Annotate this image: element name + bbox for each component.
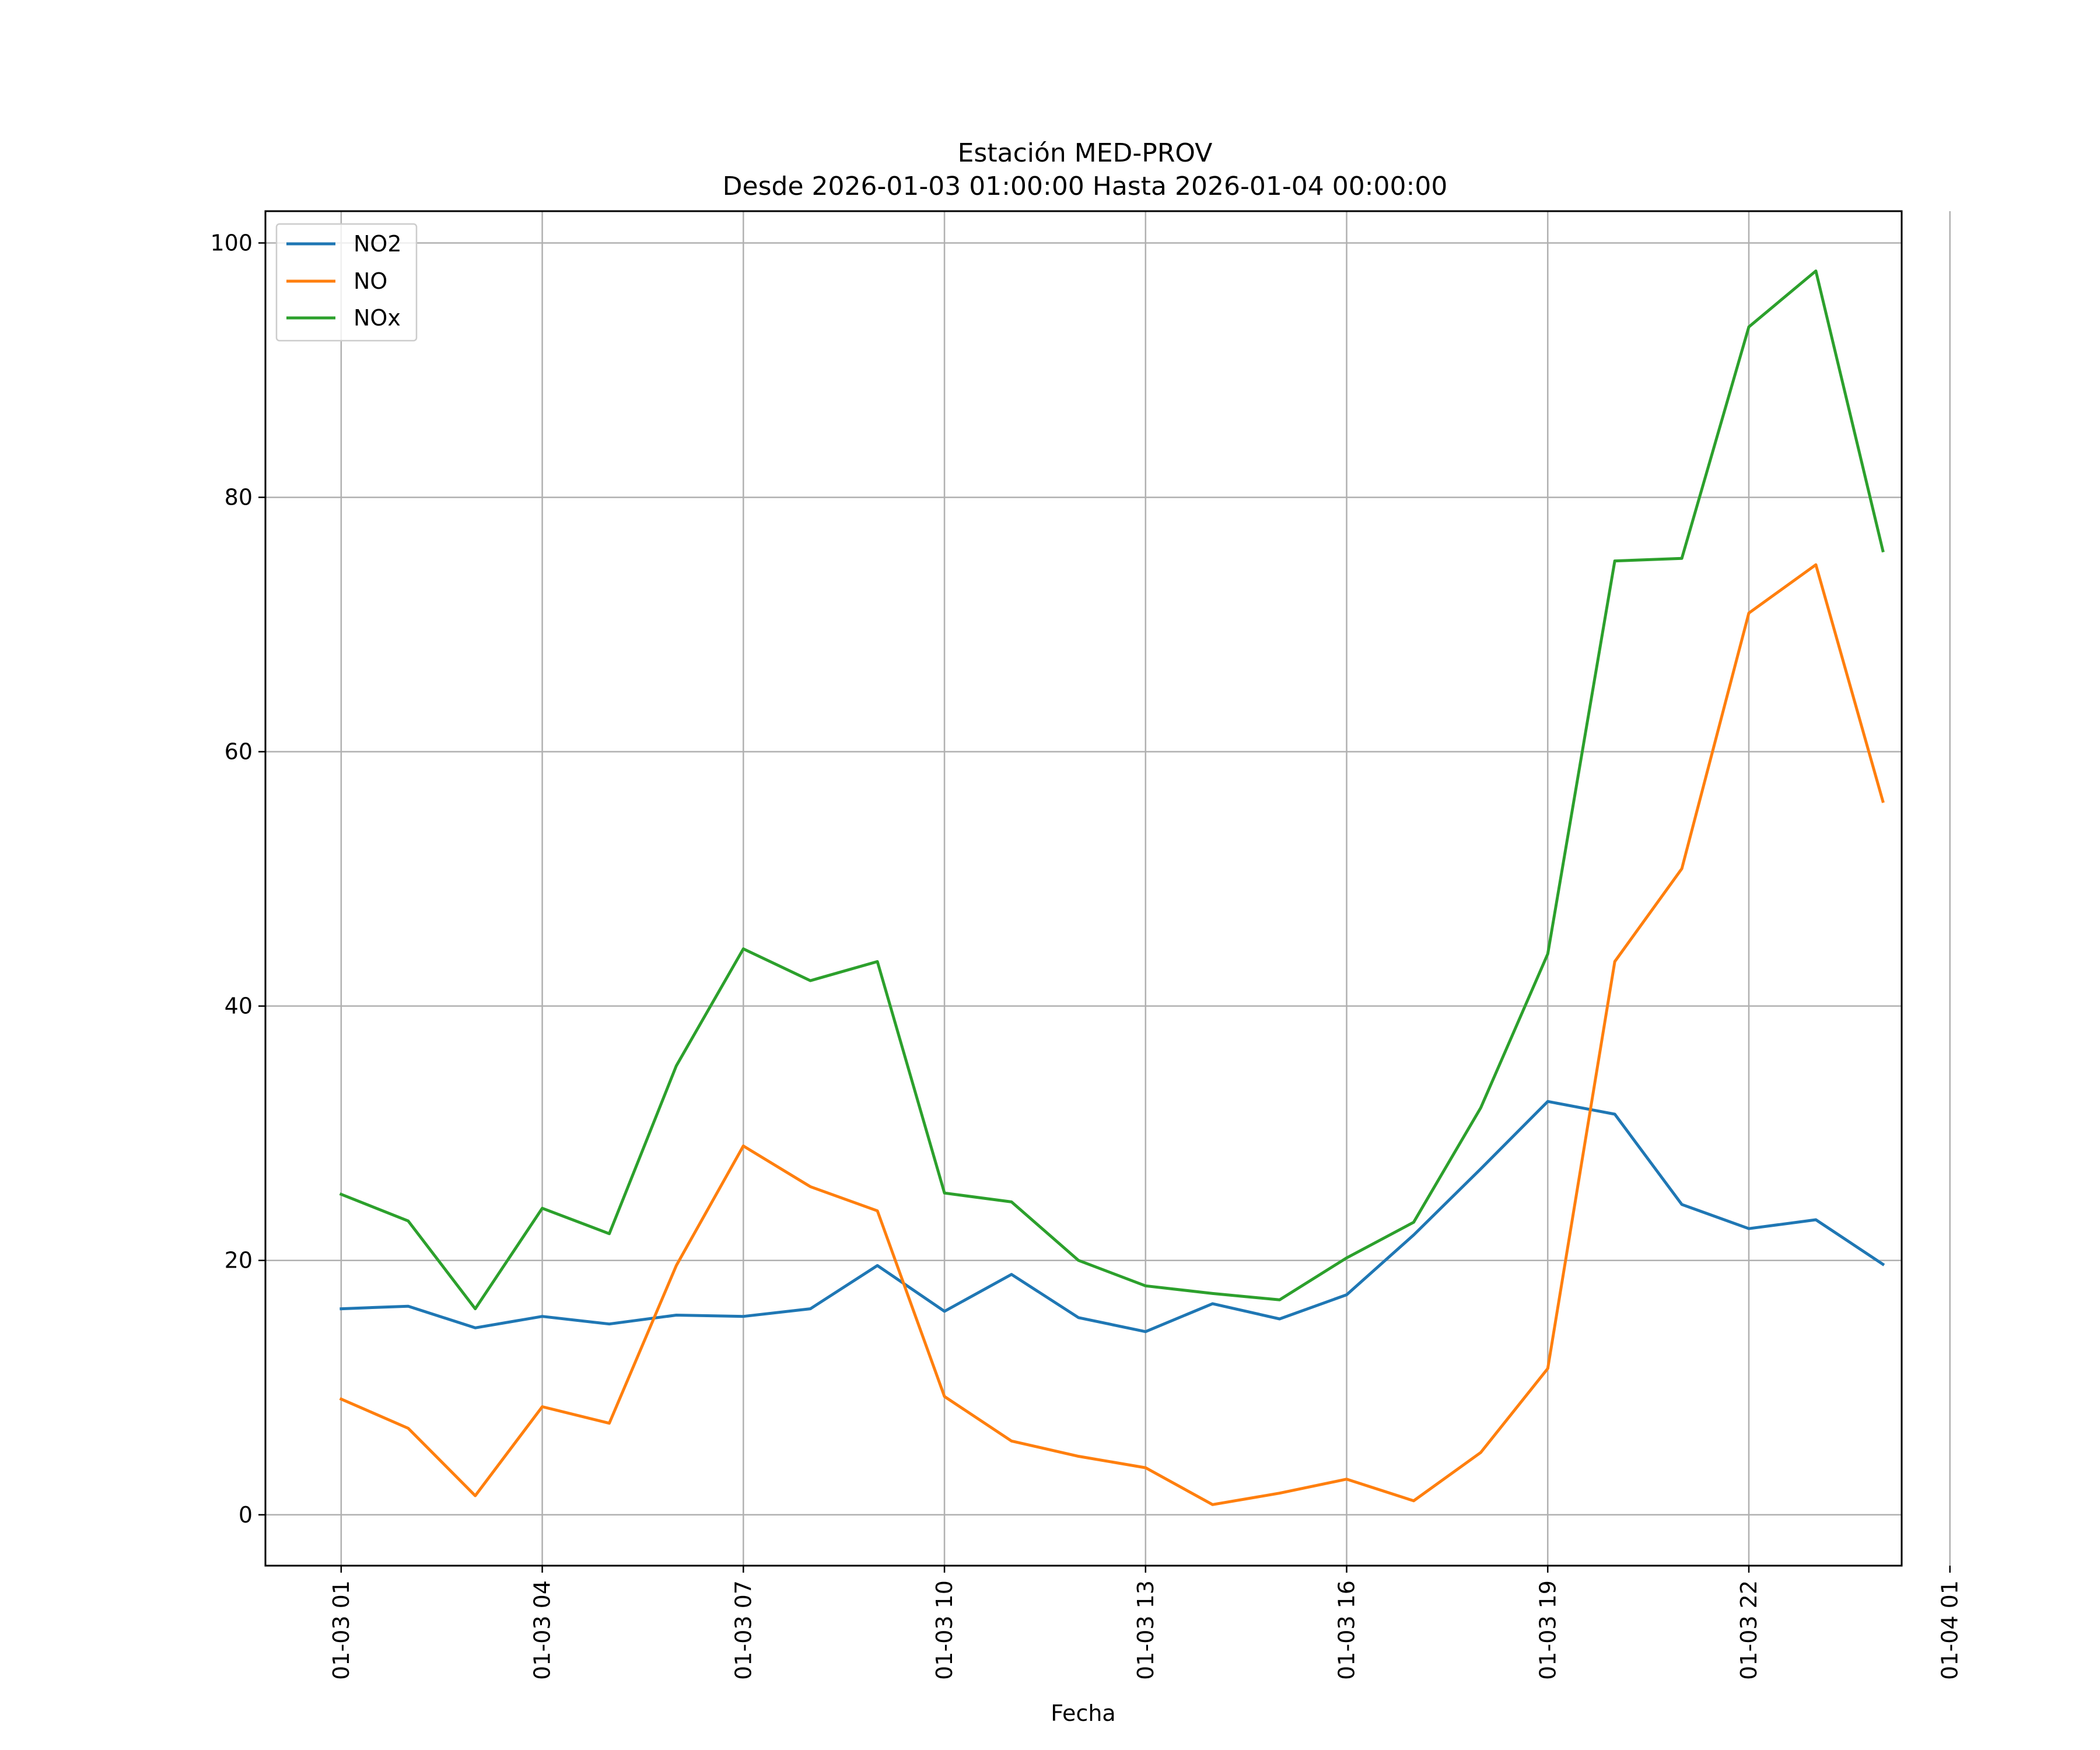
chart-title-line1: Estación MED-PROV <box>958 138 1213 168</box>
y-tick-label: 0 <box>239 1502 253 1528</box>
x-tick-label: 01-03 04 <box>530 1580 555 1680</box>
series-line-no2 <box>340 1100 1885 1334</box>
x-tick-label: 01-03 22 <box>1736 1580 1762 1680</box>
x-tick-label: 01-03 01 <box>328 1580 354 1680</box>
plot-frame <box>264 210 1903 1567</box>
legend: NO2 NO NOx <box>275 223 418 342</box>
series-line-nox <box>339 270 1885 1311</box>
series-line-no <box>339 563 1885 1506</box>
y-tick-label: 100 <box>210 230 253 256</box>
legend-box <box>275 223 418 342</box>
x-tick-label: 01-04 01 <box>1937 1580 1963 1680</box>
x-axis-label: Fecha <box>1051 1700 1115 1726</box>
chart-title-line2: Desde 2026-01-03 01:00:00 Hasta 2026-01-… <box>723 172 1448 201</box>
legend-label-no: NO <box>354 268 387 294</box>
y-tick-label: 20 <box>225 1248 253 1273</box>
x-tick-label: 01-03 19 <box>1535 1580 1560 1680</box>
legend-label-nox: NOx <box>354 305 401 331</box>
x-tick-label: 01-03 07 <box>730 1580 756 1680</box>
x-axis-ticks: 01-03 01 01-03 04 01-03 07 01-03 10 01-03 13… <box>328 1566 1963 1680</box>
y-tick-label: 60 <box>225 739 253 765</box>
legend-label-no2: NO2 <box>354 231 402 257</box>
y-axis-ticks: 0 20 40 60 80 100 <box>210 230 265 1528</box>
grid-lines <box>265 211 1951 1566</box>
y-tick-label: 80 <box>225 485 253 510</box>
y-tick-label: 40 <box>225 993 253 1019</box>
x-tick-label: 01-03 16 <box>1334 1580 1360 1680</box>
x-tick-label: 01-03 10 <box>932 1580 957 1680</box>
x-tick-label: 01-03 13 <box>1133 1580 1158 1680</box>
series-lines <box>339 270 1885 1506</box>
